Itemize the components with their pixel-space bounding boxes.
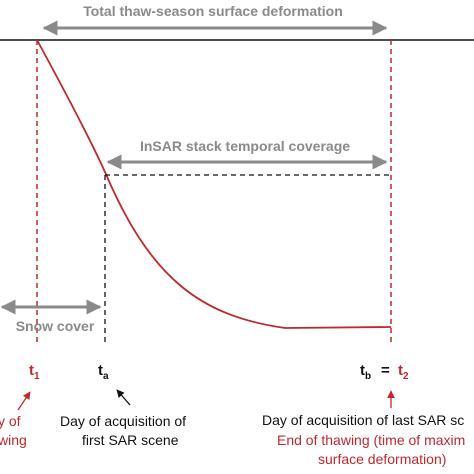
end-thaw-note-line2: surface deformation)	[318, 451, 446, 467]
t1-label: t1	[29, 362, 40, 382]
deformation-curve	[36, 39, 392, 329]
last-scene-note: Day of acquisition of last SAR sc	[262, 412, 464, 428]
first-scene-note-line2: first SAR scene	[82, 432, 179, 448]
t1-note-line1: y of	[0, 413, 21, 429]
t1-note-line2: wing	[0, 432, 27, 448]
ta-pointer-arrow	[116, 389, 131, 406]
snow-cover-label: Snow cover	[16, 318, 95, 334]
first-scene-note-line1: Day of acquisition of	[60, 413, 186, 429]
equals-sign: =	[381, 362, 390, 379]
tb-label: tb	[360, 362, 371, 382]
t2-label: t2	[398, 362, 409, 382]
end-thaw-note-line1: End of thawing (time of maxim	[277, 432, 465, 448]
ta-label: ta	[98, 362, 109, 382]
total-deformation-label: Total thaw-season surface deformation	[83, 3, 343, 19]
insar-coverage-label: InSAR stack temporal coverage	[140, 138, 350, 154]
t1-pointer-arrow	[17, 391, 31, 411]
